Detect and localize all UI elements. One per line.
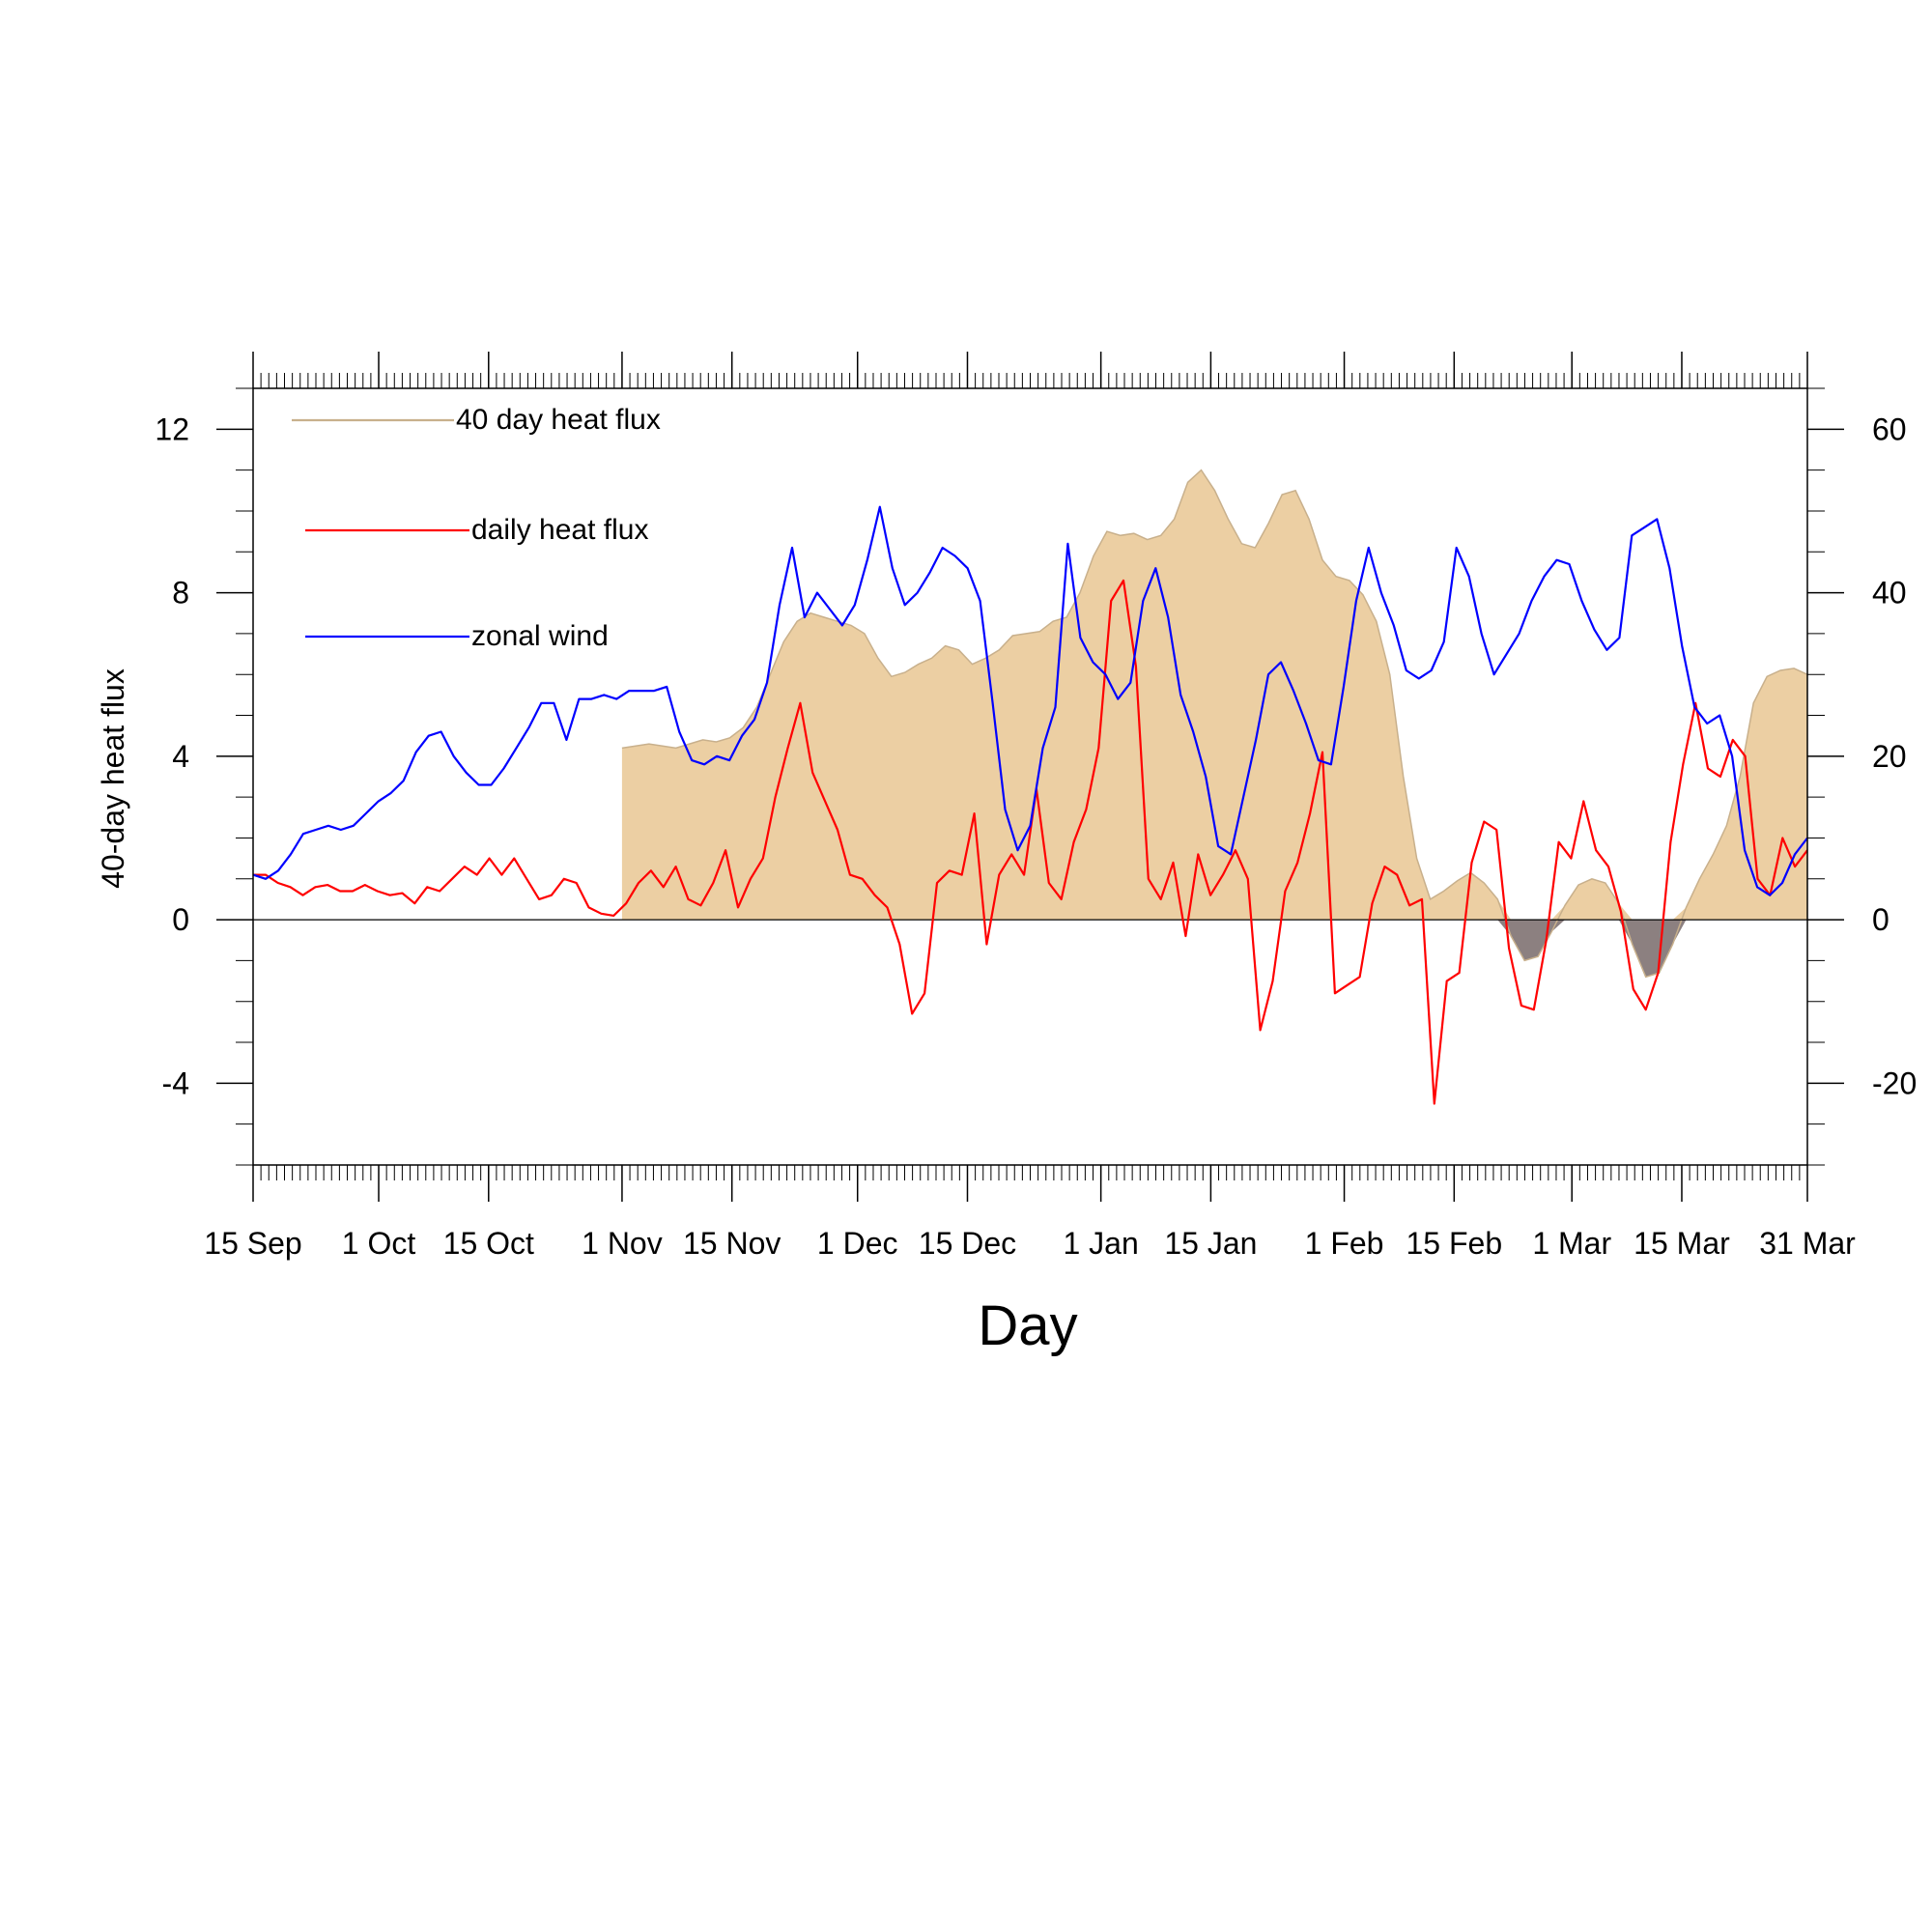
- x-tick-label: 15 Dec: [919, 1226, 1016, 1261]
- x-tick-label: 15 Oct: [443, 1226, 534, 1261]
- x-tick-label: 1 Nov: [582, 1226, 663, 1261]
- tick-labels: 15 Sep 1 Oct 15 Oct 1 Nov 15 Nov 1 Dec 15 Dec 1…: [155, 412, 1917, 1261]
- y-left-tick-label: 0: [172, 902, 189, 937]
- heat-flux-40day-positive-area: [621, 469, 1807, 921]
- x-tick-label: 15 Mar: [1634, 1226, 1730, 1261]
- y-left-tick-label: 8: [172, 576, 189, 611]
- legend: 40 day heat flux daily heat flux zonal win…: [292, 404, 661, 652]
- x-axis-title: Day: [978, 1294, 1077, 1357]
- x-tick-label: 1 Oct: [342, 1226, 416, 1261]
- x-tick-label: 1 Dec: [817, 1226, 898, 1261]
- y-right-tick-label: 20: [1872, 739, 1907, 774]
- y-axis-title: 40-day heat flux: [96, 668, 130, 889]
- x-tick-label: 15 Jan: [1164, 1226, 1257, 1261]
- heat-flux-40day-area: [621, 469, 1807, 979]
- y-right-tick-label: 0: [1872, 902, 1889, 937]
- heat-flux-40day-outline: [621, 469, 1807, 979]
- series-lines: [253, 505, 1807, 1105]
- y-right-tick-label: 40: [1872, 576, 1907, 611]
- legend-label: zonal wind: [471, 620, 609, 652]
- y-right-tick-label: 60: [1872, 412, 1907, 446]
- legend-label: 40 day heat flux: [456, 404, 661, 436]
- x-tick-label: 1 Jan: [1063, 1226, 1138, 1261]
- y-right-tick-label: -20: [1872, 1065, 1917, 1100]
- y-left-tick-label: 4: [172, 739, 189, 774]
- x-tick-label: 15 Nov: [683, 1226, 781, 1261]
- x-tick-label: 1 Mar: [1532, 1226, 1611, 1261]
- y-left-tick-label: 12: [155, 412, 189, 446]
- x-tick-label: 15 Feb: [1406, 1226, 1503, 1261]
- x-tick-label: 15 Sep: [204, 1226, 301, 1261]
- y-left-tick-label: -4: [162, 1065, 189, 1100]
- x-tick-label: 31 Mar: [1759, 1226, 1856, 1261]
- x-tick-label: 1 Feb: [1305, 1226, 1384, 1261]
- axis-ticks: [216, 352, 1844, 1202]
- legend-label: daily heat flux: [471, 514, 648, 546]
- daily-heat-flux-line: [253, 579, 1807, 1105]
- zonal-wind-line: [253, 505, 1807, 896]
